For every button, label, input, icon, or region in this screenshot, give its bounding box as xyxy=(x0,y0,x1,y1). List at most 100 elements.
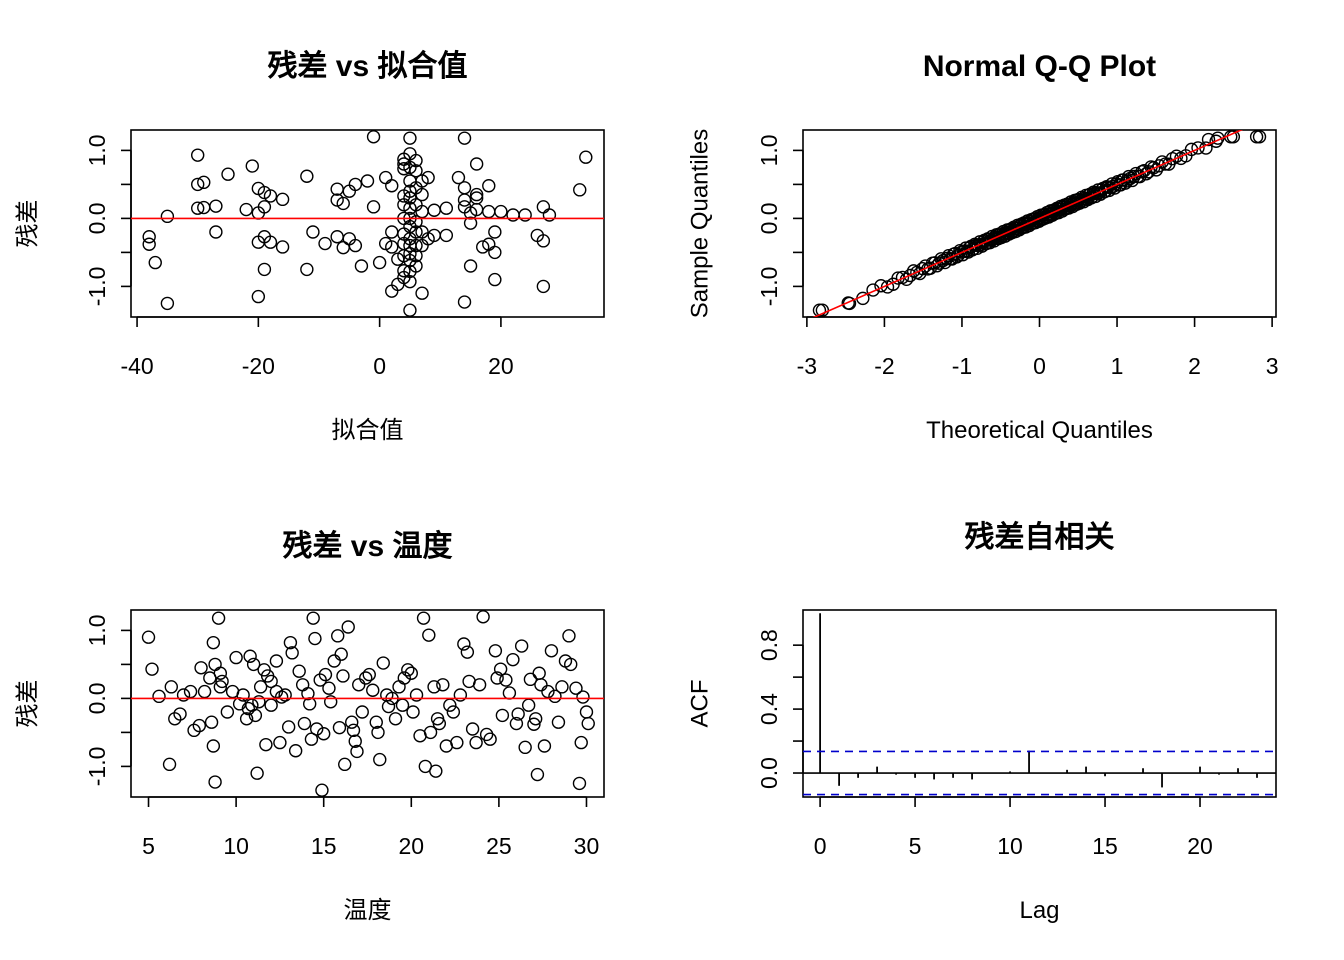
data-point xyxy=(366,200,381,214)
y-tick-label: 0.0 xyxy=(84,202,110,234)
data-point xyxy=(469,187,484,202)
data-point xyxy=(250,766,264,780)
x-tick-label: 15 xyxy=(311,833,337,859)
data-point xyxy=(338,757,352,772)
plot-area xyxy=(812,130,1267,317)
x-tick-label: 20 xyxy=(398,833,424,859)
data-point xyxy=(1152,159,1166,173)
data-point xyxy=(191,201,205,215)
data-point xyxy=(309,722,324,736)
plot-frame xyxy=(802,609,1277,798)
data-point xyxy=(534,678,548,692)
data-point xyxy=(252,695,266,709)
data-point xyxy=(1249,130,1264,144)
data-point xyxy=(423,725,438,740)
data-point xyxy=(376,656,390,670)
data-point xyxy=(221,167,235,181)
x-tick-label: 30 xyxy=(574,833,600,859)
y-tick-label: -1.0 xyxy=(84,267,110,307)
data-point xyxy=(269,654,284,668)
data-point xyxy=(245,159,259,173)
data-point xyxy=(469,191,484,205)
data-point xyxy=(148,255,162,270)
x-tick-label: -40 xyxy=(120,353,153,379)
data-point xyxy=(488,644,503,658)
y-tick-label: 0.4 xyxy=(756,693,782,725)
data-point xyxy=(465,722,480,736)
data-point xyxy=(275,240,290,254)
data-point xyxy=(366,130,381,144)
data-point xyxy=(141,630,156,644)
data-point xyxy=(483,732,497,746)
data-point xyxy=(304,732,319,746)
data-point xyxy=(197,684,212,699)
data-point xyxy=(360,174,375,188)
data-point xyxy=(494,204,508,219)
data-point xyxy=(530,767,545,782)
data-point xyxy=(482,179,496,193)
data-point xyxy=(502,686,517,700)
data-point xyxy=(206,739,221,753)
data-point xyxy=(371,725,385,740)
data-point xyxy=(493,662,508,676)
x-tick-label: 10 xyxy=(223,833,249,859)
data-point xyxy=(541,684,555,699)
x-tick-label: 0 xyxy=(1033,353,1046,379)
data-point xyxy=(457,295,472,309)
x-tick-label: 1 xyxy=(1111,353,1124,379)
x-tick-label: 0 xyxy=(373,353,386,379)
data-point xyxy=(162,757,177,772)
data-point xyxy=(297,716,312,731)
data-point xyxy=(315,783,329,797)
data-point xyxy=(403,274,417,289)
y-tick-label: 1.0 xyxy=(756,134,782,166)
data-point xyxy=(352,678,366,692)
data-point xyxy=(208,775,222,789)
data-point xyxy=(450,735,464,750)
data-point xyxy=(215,674,229,689)
data-point xyxy=(476,240,490,254)
data-point xyxy=(176,688,191,702)
data-point xyxy=(1252,130,1267,144)
data-point xyxy=(488,225,502,239)
data-point xyxy=(392,680,406,694)
data-point xyxy=(168,712,182,726)
data-point xyxy=(536,200,551,214)
data-point xyxy=(229,650,243,665)
data-point xyxy=(403,131,417,145)
data-point xyxy=(346,723,361,738)
data-point xyxy=(548,689,562,704)
data-point xyxy=(278,688,292,702)
x-tick-label: 0 xyxy=(814,833,827,859)
data-point xyxy=(330,230,344,244)
data-point xyxy=(359,671,373,685)
data-point xyxy=(142,230,156,244)
data-point xyxy=(211,611,226,625)
y-tick-label: -1.0 xyxy=(756,267,782,307)
data-point xyxy=(206,635,221,650)
data-point xyxy=(209,225,223,239)
data-point xyxy=(1106,179,1121,193)
data-point xyxy=(457,181,472,195)
data-point xyxy=(236,688,250,702)
plot-frame xyxy=(130,129,605,318)
data-point xyxy=(341,620,355,634)
data-point xyxy=(451,170,466,185)
x-tick-label: -3 xyxy=(797,353,817,379)
data-point xyxy=(317,727,331,741)
plot-area xyxy=(131,130,604,317)
data-point xyxy=(406,705,420,719)
data-point xyxy=(385,240,399,254)
data-point xyxy=(457,131,472,145)
data-point xyxy=(573,183,587,197)
data-point xyxy=(204,715,219,729)
data-point xyxy=(264,674,278,689)
y-tick-label: 0.0 xyxy=(756,202,782,234)
data-point xyxy=(300,262,314,277)
data-point xyxy=(336,669,350,683)
data-point xyxy=(527,717,541,731)
data-point xyxy=(246,657,261,672)
data-point xyxy=(579,705,594,719)
